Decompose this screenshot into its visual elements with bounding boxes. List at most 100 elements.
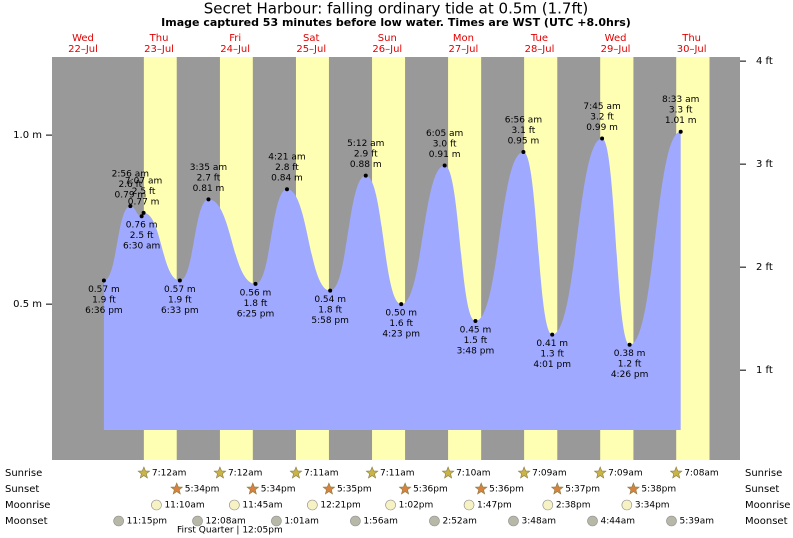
- tide-label: 0.91 m: [429, 150, 461, 160]
- tide-label: 5:58 pm: [311, 316, 349, 326]
- almanac-icon: [307, 499, 318, 511]
- day-date: 26–Jul: [372, 44, 402, 55]
- tide-label: 6:36 pm: [85, 306, 123, 316]
- almanac-icon: [350, 515, 361, 527]
- almanac-time: 5:37pm: [565, 485, 600, 495]
- tide-label: 0.84 m: [271, 174, 303, 184]
- tide-point: [600, 136, 605, 141]
- almanac-time: 12:21pm: [320, 501, 360, 511]
- day-name: Fri: [229, 33, 241, 44]
- row-label-left: Moonset: [5, 516, 48, 527]
- almanac-icon: [542, 499, 554, 511]
- day-name: Wed: [72, 33, 94, 44]
- day-date: 30–Jul: [677, 44, 707, 55]
- tide-label: 0.57 m: [164, 285, 196, 295]
- almanac-time: 4:44am: [601, 517, 636, 527]
- tide-label: 0.99 m: [586, 123, 618, 133]
- almanac-icon: [322, 482, 336, 495]
- tide-point: [141, 210, 146, 215]
- almanac-icon: [289, 466, 303, 479]
- y2-tick-label: 2 ft: [756, 262, 773, 273]
- tide-point: [253, 281, 258, 286]
- tide-label: 2.9 ft: [354, 150, 378, 160]
- row-label-right: Moonset: [745, 516, 788, 527]
- almanac-icon: [517, 466, 531, 479]
- almanac-icon: [621, 499, 633, 511]
- almanac-icon: [229, 499, 240, 511]
- y2-tick-label: 4 ft: [756, 56, 773, 67]
- almanac-time: 2:52am: [442, 517, 477, 527]
- day-name: Mon: [453, 33, 474, 44]
- almanac-icon: [626, 482, 640, 495]
- row-label-right: Sunset: [745, 484, 779, 495]
- almanac-time: 1:47pm: [477, 501, 512, 511]
- tide-label: 0.95 m: [508, 137, 540, 147]
- day-name: Sat: [303, 33, 319, 44]
- almanac-time: 7:11am: [380, 469, 415, 479]
- tide-label: 3.1 ft: [512, 126, 536, 136]
- y2-tick-label: 3 ft: [756, 159, 773, 170]
- day-name: Thu: [681, 33, 701, 44]
- tide-point: [521, 150, 526, 155]
- tide-label: 1.01 m: [665, 116, 697, 126]
- y-tick-label: 0.5 m: [13, 299, 42, 310]
- tide-point: [550, 332, 555, 337]
- tide-label: 0.45 m: [460, 326, 492, 336]
- almanac-icon: [550, 482, 564, 495]
- almanac-time: 7:09am: [608, 469, 643, 479]
- tide-label: 0.57 m: [88, 285, 120, 295]
- tide-label: 8:33 am: [662, 95, 699, 105]
- tide-label: 4:23 pm: [382, 330, 420, 340]
- day-name: Wed: [605, 33, 627, 44]
- almanac-time: 2:38pm: [556, 501, 591, 511]
- almanac-time: 3:34pm: [635, 501, 670, 511]
- almanac-time: 7:08am: [684, 469, 719, 479]
- tide-label: 0.77 m: [128, 197, 160, 207]
- tide-label: 0.54 m: [314, 295, 346, 305]
- tide-label: 7:07 am: [125, 176, 162, 186]
- almanac-icon: [246, 482, 260, 495]
- day-date: 24–Jul: [220, 44, 250, 55]
- almanac-time: 11:10am: [164, 501, 204, 511]
- almanac-icon: [385, 499, 396, 511]
- almanac-icon: [441, 466, 455, 479]
- almanac-time: 5:34pm: [185, 485, 220, 495]
- tide-label: 6:33 pm: [161, 306, 199, 316]
- almanac-time: 7:09am: [532, 469, 567, 479]
- tide-label: 2.7 ft: [197, 173, 221, 183]
- tide-area: [103, 131, 681, 430]
- chart-title: Secret Harbour: falling ordinary tide at…: [204, 0, 588, 18]
- row-label-right: Moonrise: [745, 500, 790, 511]
- day-name: Tue: [530, 33, 548, 44]
- almanac-icon: [593, 466, 607, 479]
- day-date: 22–Jul: [68, 44, 98, 55]
- tide-point: [627, 342, 632, 347]
- day-date: 28–Jul: [525, 44, 555, 55]
- almanac-icon: [429, 515, 440, 527]
- almanac-time: 7:12am: [228, 469, 263, 479]
- tide-point: [399, 302, 404, 307]
- tide-point: [363, 173, 368, 178]
- tide-label: 4:26 pm: [611, 370, 649, 380]
- tide-point: [328, 288, 333, 293]
- almanac-icon: [365, 466, 379, 479]
- almanac-time: 3:48am: [521, 517, 556, 527]
- day-name: Thu: [149, 33, 169, 44]
- almanac-icon: [113, 515, 124, 527]
- tide-point: [128, 204, 133, 209]
- almanac-icon: [137, 466, 151, 479]
- tide-label: 2.6 ft: [118, 180, 142, 190]
- row-label-left: Sunset: [5, 484, 39, 495]
- tide-label: 1.9 ft: [92, 295, 116, 305]
- tide-label: 0.81 m: [193, 184, 225, 194]
- almanac-time: 1:02pm: [399, 501, 434, 511]
- day-date: 25–Jul: [296, 44, 326, 55]
- almanac-time: 5:35pm: [337, 485, 372, 495]
- almanac-time: 1:01am: [284, 517, 319, 527]
- tide-point: [442, 163, 447, 168]
- almanac-icon: [669, 466, 683, 479]
- tide-label: 2:56 am: [112, 170, 149, 180]
- tide-label: 6:25 pm: [237, 309, 275, 319]
- almanac-icon: [474, 482, 488, 495]
